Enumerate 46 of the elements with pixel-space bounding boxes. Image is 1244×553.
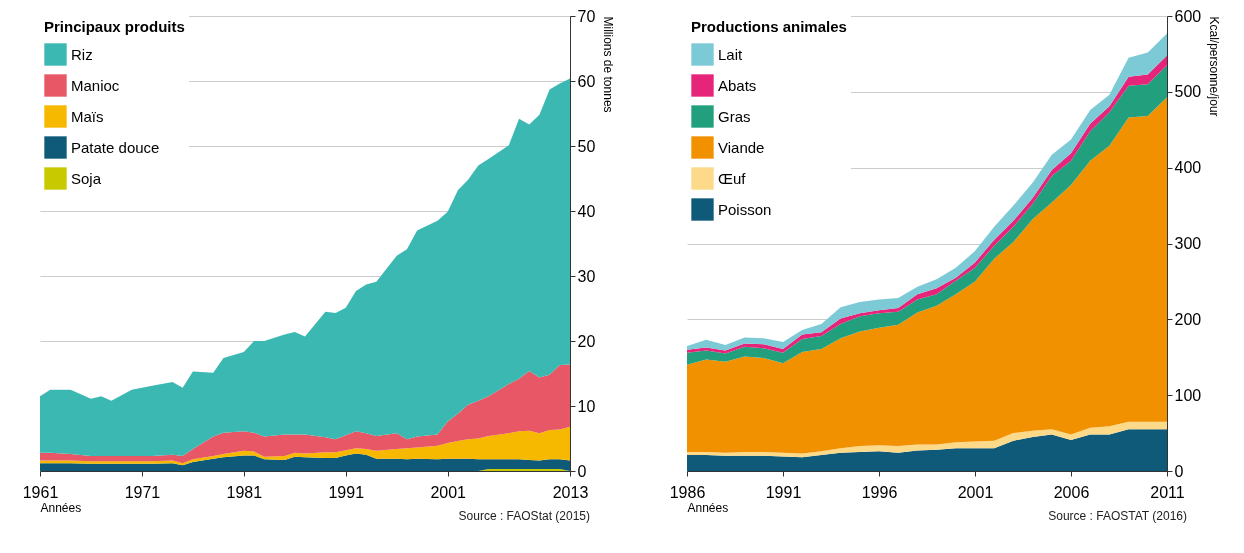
x-tick-label: 2001 xyxy=(430,483,467,501)
legend-title: Principaux produits xyxy=(44,18,185,35)
source-note: Source : FAOSTAT (2016) xyxy=(1048,509,1187,523)
y-tick-label: 500 xyxy=(1174,83,1202,101)
source-note: Source : FAOStat (2015) xyxy=(458,509,590,523)
legend-label: Poisson xyxy=(718,200,772,218)
x-tick-label: 1991 xyxy=(328,483,365,501)
legend-label: Manioc xyxy=(71,76,120,94)
y-tick-label: 60 xyxy=(577,72,596,90)
y-tick-label: 70 xyxy=(577,7,596,25)
x-tick-label: 1996 xyxy=(861,483,898,501)
y-axis-title: Millions de tonnes xyxy=(601,16,616,113)
legend-label: Riz xyxy=(71,45,93,63)
y-tick-label: 0 xyxy=(577,462,587,480)
y-tick-label: 0 xyxy=(1174,462,1184,480)
y-tick-label: 10 xyxy=(577,397,596,415)
x-tick-label: 1961 xyxy=(22,483,59,501)
x-axis-title: Années xyxy=(687,500,729,515)
legend-title: Productions animales xyxy=(691,18,847,35)
legend-label: Viande xyxy=(718,138,765,156)
legend-label: Abats xyxy=(718,76,757,94)
x-axis-title: Années xyxy=(40,500,82,515)
x-tick-label: 2011 xyxy=(1150,483,1185,501)
x-tick-label: 2013 xyxy=(552,483,589,501)
x-tick-label: 2006 xyxy=(1053,483,1090,501)
y-axis-title: Kcal/personne/jour xyxy=(1207,16,1222,117)
legend-label: Patate douce xyxy=(71,138,160,156)
y-tick-label: 400 xyxy=(1174,159,1202,177)
legend-label: Maïs xyxy=(71,107,104,125)
y-tick-label: 20 xyxy=(577,332,596,350)
y-tick-label: 30 xyxy=(577,267,596,285)
x-tick-label: 1986 xyxy=(669,483,706,501)
legend-label: Lait xyxy=(718,45,744,63)
y-tick-label: 300 xyxy=(1174,235,1202,252)
y-tick-label: 40 xyxy=(577,202,596,220)
x-tick-label: 1971 xyxy=(124,483,161,501)
y-tick-label: 200 xyxy=(1174,310,1202,328)
legend-label: Soja xyxy=(71,169,102,187)
x-tick-label: 2001 xyxy=(957,483,994,501)
y-tick-label: 50 xyxy=(577,137,596,155)
legend-label: Gras xyxy=(718,107,751,125)
y-tick-label: 600 xyxy=(1174,7,1202,25)
x-tick-label: 1991 xyxy=(765,483,802,501)
y-tick-label: 100 xyxy=(1174,386,1202,404)
legend-label: Œuf xyxy=(718,169,747,187)
x-tick-label: 1981 xyxy=(226,483,263,501)
